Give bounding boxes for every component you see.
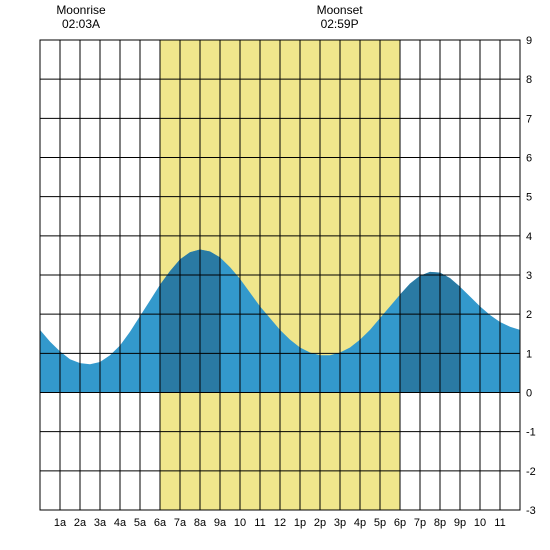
y-tick-label: 6 — [526, 153, 532, 165]
tide-dark-band-1 — [400, 272, 460, 393]
y-tick-label: 4 — [526, 231, 532, 243]
y-tick-label: 0 — [526, 388, 532, 400]
chart-svg: -3-2-101234567891a2a3a4a5a6a7a8a9a101112… — [0, 0, 550, 550]
y-tick-label: 2 — [526, 309, 532, 321]
x-tick-label: 10 — [474, 517, 486, 529]
y-tick-label: -3 — [526, 505, 536, 517]
y-tick-label: -1 — [526, 427, 536, 439]
x-tick-label: 7a — [174, 517, 187, 529]
x-tick-label: 1p — [294, 517, 306, 529]
x-tick-label: 11 — [494, 517, 505, 529]
x-tick-label: 11 — [254, 517, 265, 529]
x-tick-label: 3a — [94, 517, 107, 529]
x-tick-label: 3p — [334, 517, 346, 529]
x-tick-label: 6a — [154, 517, 167, 529]
x-tick-label: 10 — [234, 517, 246, 529]
x-tick-label: 2p — [314, 517, 326, 529]
x-tick-label: 4p — [354, 517, 366, 529]
y-tick-label: 9 — [526, 35, 532, 47]
moonset-title: Moonset — [317, 3, 364, 17]
y-tick-label: 5 — [526, 192, 532, 204]
tide-chart: -3-2-101234567891a2a3a4a5a6a7a8a9a101112… — [0, 0, 550, 550]
y-tick-label: 3 — [526, 270, 532, 282]
x-tick-label: 8p — [434, 517, 446, 529]
y-tick-label: 1 — [526, 348, 532, 360]
moonrise-title: Moonrise — [56, 3, 106, 17]
x-tick-label: 9a — [214, 517, 227, 529]
moonrise-time: 02:03A — [62, 17, 100, 31]
y-tick-label: 7 — [526, 113, 532, 125]
y-tick-label: -2 — [526, 466, 536, 478]
x-tick-label: 12 — [274, 517, 286, 529]
x-tick-label: 8a — [194, 517, 207, 529]
moonset-time: 02:59P — [321, 17, 359, 31]
x-tick-label: 1a — [54, 517, 67, 529]
x-tick-label: 9p — [454, 517, 466, 529]
x-tick-label: 5a — [134, 517, 147, 529]
x-tick-label: 6p — [394, 517, 406, 529]
x-tick-label: 5p — [374, 517, 386, 529]
x-tick-label: 4a — [114, 517, 127, 529]
y-tick-label: 8 — [526, 74, 532, 86]
x-tick-label: 2a — [74, 517, 87, 529]
x-tick-label: 7p — [414, 517, 426, 529]
